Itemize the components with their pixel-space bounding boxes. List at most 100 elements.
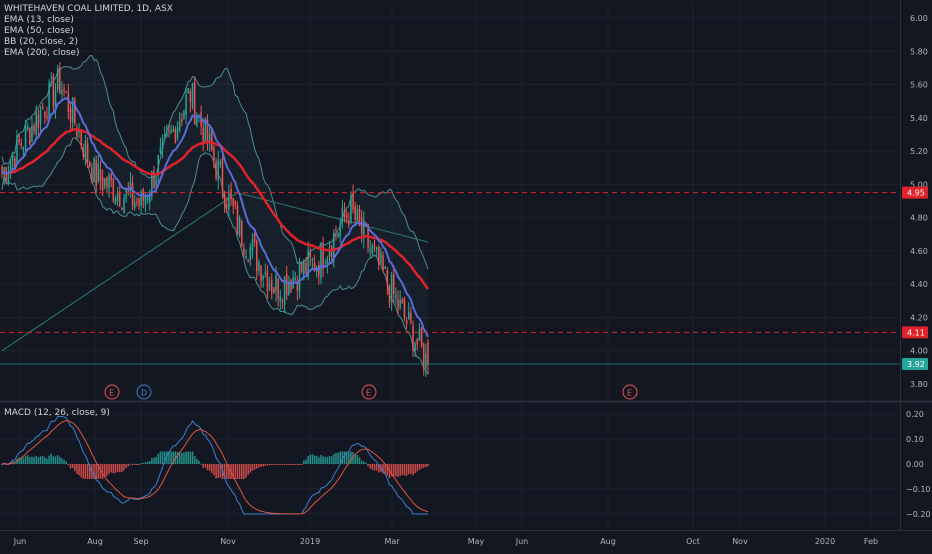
candle-body [268, 284, 271, 288]
macd-histogram-bar [275, 464, 277, 465]
macd-histogram-bar [172, 451, 175, 464]
candle-body [67, 93, 70, 112]
macd-histogram-bar [181, 452, 183, 464]
candle-body [219, 162, 222, 166]
price-label-text: 4.95 [907, 189, 925, 198]
candle-body [313, 263, 316, 272]
candle-body [206, 119, 209, 143]
macd-histogram-bar [309, 454, 312, 464]
macd-histogram-bar [397, 464, 399, 478]
macd-histogram-bar [219, 464, 222, 478]
macd-histogram-bar [71, 464, 74, 469]
price-axis-tick: 3.80 [910, 380, 928, 389]
candle-body [221, 158, 224, 192]
candle-body [189, 91, 192, 103]
macd-histogram-bar [148, 461, 151, 464]
candle-body [363, 219, 365, 239]
macd-histogram-bar [243, 464, 245, 479]
macd-histogram-bar [39, 456, 42, 464]
macd-histogram-bar [268, 464, 271, 466]
macd-histogram-bar [322, 456, 324, 464]
candle-body [397, 299, 399, 309]
time-axis-tick: Aug [87, 537, 103, 546]
macd-histogram-bar [326, 456, 329, 464]
macd-histogram-bar [358, 457, 361, 464]
candle-body [116, 191, 119, 202]
macd-histogram-bar [185, 451, 187, 464]
macd-histogram-bar [296, 464, 299, 465]
macd-histogram-bar [300, 464, 303, 465]
macd-axis-tick: 0.20 [906, 410, 924, 419]
candle-body [322, 244, 324, 270]
macd-histogram-bar [84, 464, 87, 479]
candle-body [196, 116, 198, 127]
macd-histogram-bar [260, 464, 262, 467]
macd-histogram-bar [213, 464, 215, 476]
macd-histogram-bar [403, 464, 406, 476]
candle-body [294, 277, 297, 280]
macd-histogram-bar [44, 457, 46, 464]
candle-body [266, 270, 269, 292]
time-axis-tick: 2019 [300, 537, 320, 546]
macd-histogram-bar [52, 456, 55, 464]
candle-body [264, 272, 267, 275]
macd-histogram-bar [350, 451, 352, 464]
price-axis-tick: 4.60 [910, 247, 928, 256]
dividend-event-marker [136, 384, 152, 400]
price-axis-tick: 5.60 [910, 81, 928, 90]
macd-histogram-bar [61, 458, 63, 464]
macd-histogram-bar [208, 464, 211, 471]
macd-histogram-bar [78, 464, 80, 476]
macd-histogram-bar [95, 464, 97, 479]
macd-histogram-bar [215, 464, 217, 479]
macd-histogram-bar [211, 464, 213, 473]
macd-histogram-bar [384, 464, 386, 474]
macd-histogram-bar [277, 464, 279, 465]
macd-histogram-bar [76, 464, 78, 475]
candle-body [138, 198, 140, 206]
macd-histogram-bar [69, 464, 72, 469]
candle-body [311, 258, 314, 261]
price-label-badge [902, 186, 928, 199]
candle-body [95, 159, 97, 187]
candle-body [217, 160, 219, 181]
candle-body [412, 325, 414, 351]
macd-histogram-bar [18, 457, 20, 464]
candle-body [360, 217, 363, 234]
candle-body [211, 129, 213, 150]
candle-body [226, 205, 228, 208]
candle-body [110, 174, 112, 181]
macd-histogram-bar [251, 464, 254, 471]
candle-body [241, 221, 243, 246]
macd-histogram-bar [255, 464, 258, 469]
macd-histogram-bar [236, 464, 239, 479]
macd-histogram-bar [395, 464, 397, 477]
macd-line [1, 416, 428, 515]
candle-body [260, 266, 262, 282]
macd-histogram-bar [318, 457, 320, 464]
macd-histogram-bar [112, 464, 115, 474]
candle-body [82, 148, 85, 158]
macd-histogram-bar [294, 464, 297, 465]
candle-body [223, 194, 226, 206]
macd-histogram-bar [399, 464, 401, 477]
candle-body [352, 193, 354, 210]
chart-title: WHITEHAVEN COAL LIMITED, 1D, ASX [4, 4, 173, 14]
candle-body [50, 77, 52, 79]
candle-body [144, 196, 147, 205]
macd-histogram-bar [249, 464, 252, 473]
macd-histogram-bar [50, 453, 52, 464]
candles [1, 62, 429, 378]
macd-histogram-bar [110, 464, 112, 473]
candle-body [29, 127, 31, 145]
macd-title: MACD (12, 26, close, 9) [4, 408, 110, 418]
macd-histogram-bar [138, 464, 140, 465]
candle-body [273, 287, 275, 294]
macd-histogram-bar [131, 464, 134, 465]
candle-body [392, 274, 395, 295]
macd-histogram-bar [392, 464, 395, 477]
